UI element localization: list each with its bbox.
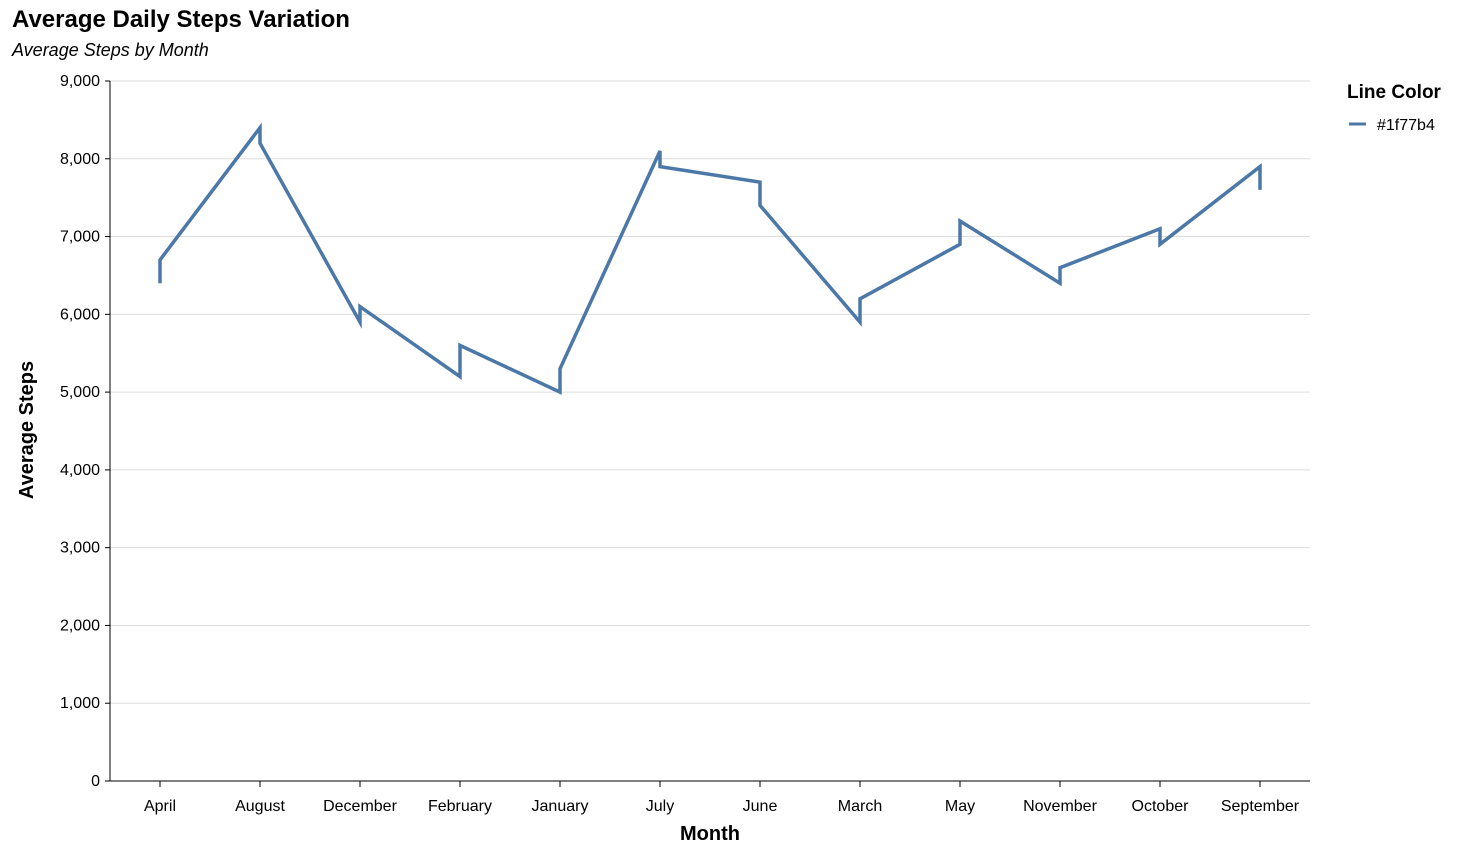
x-tick-label: April (144, 798, 176, 815)
y-tick-label: 8,000 (60, 151, 100, 168)
x-tick-label: February (428, 798, 492, 815)
grid-lines (110, 80, 1310, 782)
y-tick-label: 0 (91, 773, 100, 790)
y-tick-label: 6,000 (60, 306, 100, 323)
legend-title: Line Color (1347, 82, 1442, 103)
x-tick-label: November (1023, 798, 1097, 815)
x-tick-label: May (945, 798, 975, 815)
y-axis: 0 1,000 2,000 3,000 4,000 5,000 6,000 7,000 8,00… (60, 73, 111, 790)
y-tick-label: 9,000 (60, 73, 100, 90)
x-axis: April August December February January July Ju… (110, 780, 1310, 815)
x-tick-label: March (838, 798, 882, 815)
y-axis-title: Average Steps (16, 361, 38, 499)
y-tick-label: 3,000 (60, 540, 100, 557)
x-tick-label: January (532, 798, 589, 815)
y-tick-label: 1,000 (60, 695, 100, 712)
x-tick-label: June (743, 798, 778, 815)
chart-subtitle: Average Steps by Month (12, 40, 209, 60)
x-tick-label: December (323, 798, 397, 815)
y-tick-label: 2,000 (60, 617, 100, 634)
y-tick-label: 7,000 (60, 229, 100, 246)
y-tick-label: 4,000 (60, 462, 100, 479)
legend-label: #1f77b4 (1377, 117, 1435, 134)
x-axis-title: Month (680, 823, 740, 845)
x-tick-label: October (1132, 798, 1190, 815)
series-line (158, 122, 1262, 395)
x-tick-label: September (1221, 798, 1300, 815)
x-tick-label: July (646, 798, 674, 815)
series-layer (158, 122, 1262, 395)
legend: Line Color #1f77b4 (1347, 82, 1442, 134)
x-tick-label: August (235, 798, 285, 815)
y-tick-label: 5,000 (60, 384, 100, 401)
chart-title: Average Daily Steps Variation (12, 6, 350, 33)
